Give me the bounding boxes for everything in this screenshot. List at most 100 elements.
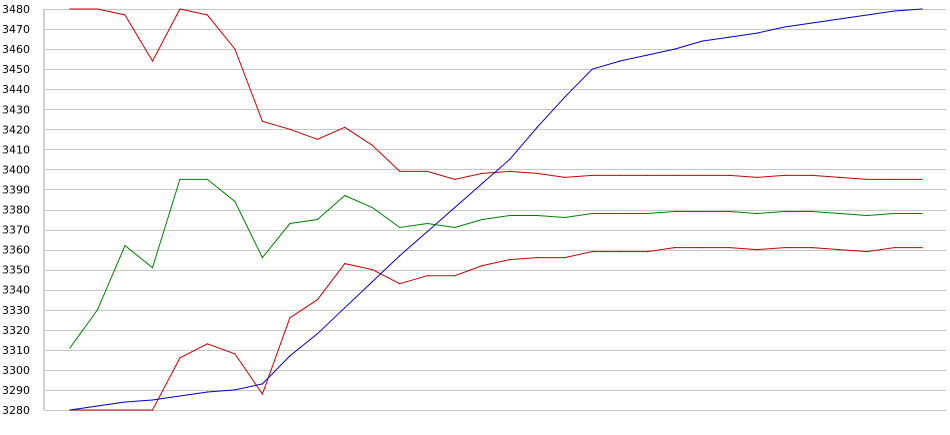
y-tick-label: 3430 bbox=[2, 103, 30, 116]
data-point bbox=[399, 170, 401, 172]
data-point bbox=[564, 257, 566, 259]
y-tick-label: 3400 bbox=[2, 163, 30, 176]
data-point bbox=[784, 210, 786, 213]
data-point bbox=[811, 174, 813, 176]
data-point bbox=[481, 265, 483, 267]
series-line bbox=[70, 8, 922, 180]
data-point bbox=[234, 48, 236, 50]
data-point bbox=[729, 174, 731, 176]
data-point bbox=[866, 251, 868, 253]
data-point bbox=[179, 178, 181, 180]
series-3 bbox=[69, 247, 923, 411]
data-point bbox=[96, 409, 99, 411]
data-point bbox=[179, 8, 181, 10]
data-point bbox=[591, 68, 593, 70]
data-point bbox=[96, 309, 99, 311]
data-point bbox=[784, 247, 786, 249]
data-point bbox=[206, 178, 208, 180]
data-point bbox=[344, 263, 346, 265]
data-point bbox=[564, 176, 566, 178]
data-point bbox=[206, 343, 208, 345]
data-point bbox=[536, 172, 538, 174]
data-point bbox=[591, 212, 593, 215]
data-point bbox=[838, 249, 841, 251]
data-point bbox=[261, 393, 263, 395]
data-point bbox=[289, 355, 291, 357]
data-point bbox=[289, 128, 291, 130]
data-point bbox=[784, 174, 786, 176]
data-point bbox=[866, 214, 868, 217]
data-point bbox=[316, 138, 318, 140]
data-point bbox=[454, 206, 456, 209]
y-tick-label: 3320 bbox=[2, 324, 30, 337]
data-point bbox=[206, 391, 208, 393]
series-line bbox=[69, 8, 923, 411]
series-1 bbox=[69, 8, 923, 180]
data-point bbox=[481, 218, 483, 221]
data-point bbox=[646, 251, 648, 253]
data-point bbox=[921, 178, 923, 180]
y-tick-label: 3350 bbox=[2, 264, 30, 277]
data-point bbox=[69, 8, 71, 10]
data-point bbox=[674, 174, 676, 176]
data-point bbox=[399, 255, 401, 257]
data-point bbox=[289, 222, 291, 225]
data-point bbox=[124, 245, 126, 247]
data-point bbox=[371, 269, 373, 271]
y-tick-label: 3450 bbox=[2, 63, 30, 76]
data-point bbox=[426, 275, 428, 277]
data-point bbox=[481, 182, 483, 184]
data-point bbox=[234, 353, 236, 355]
data-point bbox=[344, 307, 346, 309]
data-point bbox=[893, 247, 896, 249]
data-point bbox=[151, 409, 154, 411]
data-point bbox=[124, 401, 126, 403]
y-tick-label: 3280 bbox=[2, 404, 30, 417]
data-point bbox=[179, 395, 181, 397]
data-point bbox=[261, 383, 263, 385]
data-point bbox=[371, 144, 373, 146]
data-point bbox=[619, 212, 621, 215]
data-point bbox=[234, 389, 236, 391]
data-point bbox=[481, 172, 483, 174]
y-tick-label: 3440 bbox=[2, 83, 30, 96]
data-point bbox=[564, 216, 566, 219]
data-point bbox=[344, 194, 346, 197]
data-point bbox=[701, 40, 703, 42]
series-line bbox=[69, 178, 922, 349]
y-tick-label: 3410 bbox=[2, 143, 30, 156]
data-point bbox=[784, 26, 786, 28]
data-point bbox=[536, 214, 538, 217]
data-point bbox=[811, 247, 813, 249]
data-point bbox=[179, 357, 181, 359]
data-point bbox=[454, 275, 456, 277]
data-point bbox=[316, 218, 318, 221]
y-tick-label: 3370 bbox=[2, 224, 30, 237]
data-point bbox=[674, 247, 676, 249]
data-point bbox=[866, 14, 868, 16]
data-point bbox=[261, 120, 263, 122]
series-2 bbox=[69, 178, 923, 349]
data-point bbox=[701, 210, 703, 213]
data-point bbox=[344, 126, 346, 128]
y-tick-label: 3300 bbox=[2, 364, 30, 377]
data-point bbox=[69, 409, 71, 411]
data-point bbox=[893, 212, 896, 215]
data-point bbox=[151, 267, 154, 269]
data-point bbox=[151, 60, 154, 62]
data-point bbox=[399, 226, 401, 229]
data-point bbox=[289, 317, 291, 319]
data-point bbox=[509, 259, 511, 261]
data-point bbox=[371, 206, 373, 209]
y-tick-label: 3480 bbox=[2, 3, 30, 16]
data-point bbox=[921, 8, 923, 10]
y-tick-label: 3340 bbox=[2, 284, 30, 297]
data-point bbox=[564, 96, 566, 98]
y-tick-label: 3420 bbox=[2, 123, 30, 136]
data-point bbox=[811, 22, 813, 24]
data-point bbox=[399, 283, 401, 285]
y-tick-label: 3330 bbox=[2, 304, 30, 317]
data-point bbox=[674, 210, 676, 213]
data-point bbox=[151, 399, 154, 401]
